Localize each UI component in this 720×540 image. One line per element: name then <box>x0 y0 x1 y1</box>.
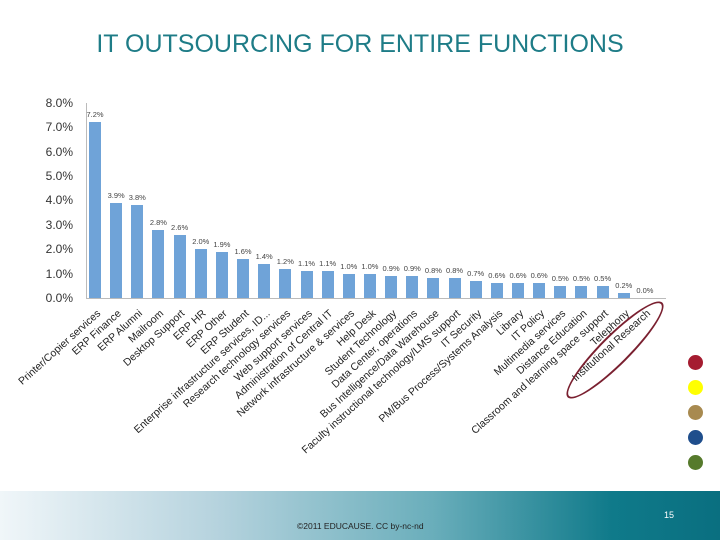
color-dot <box>688 430 703 445</box>
value-label: 0.5% <box>594 273 612 283</box>
category-label: Printer/Copier services <box>16 307 104 388</box>
value-label: 0.6% <box>530 271 548 281</box>
page-number: 15 <box>664 510 675 520</box>
bar <box>110 202 123 298</box>
bar <box>406 276 419 298</box>
value-label: 0.2% <box>615 281 633 291</box>
y-tick-label: 2.0% <box>45 242 73 257</box>
copyright-text: ©2011 EDUCAUSE. CC by-nc-nd <box>297 521 424 531</box>
value-label: 7.2% <box>86 110 104 120</box>
bar <box>279 268 292 298</box>
bar <box>490 283 503 298</box>
value-label: 0.0% <box>636 286 654 295</box>
value-label: 1.0% <box>361 261 379 271</box>
bar <box>575 285 588 298</box>
y-tick-label: 5.0% <box>45 169 73 183</box>
bar <box>258 263 271 298</box>
bar <box>89 122 101 298</box>
value-label: 3.9% <box>107 190 125 200</box>
color-dot <box>688 455 703 470</box>
bar <box>173 234 186 298</box>
bar <box>448 278 461 298</box>
bar <box>131 205 144 298</box>
bar <box>385 276 398 298</box>
value-label: 0.8% <box>445 266 464 276</box>
value-label: 1.9% <box>213 239 231 249</box>
bar-chart: 0.0% 1.0% 2.0% 3.0% 4.0% 5.0% 6.0% 7.0% 8.0% 7.2%… <box>16 95 666 456</box>
y-tick-label: 1.0% <box>45 266 73 281</box>
value-label: 1.1% <box>297 259 316 269</box>
value-label: 0.9% <box>382 264 400 274</box>
y-tick-label: 6.0% <box>45 144 73 159</box>
y-tick-label: 4.0% <box>45 193 73 208</box>
value-label: 2.0% <box>192 237 210 247</box>
color-dot <box>688 380 703 395</box>
color-dots <box>688 355 703 480</box>
value-label: 0.7% <box>467 268 485 278</box>
bar <box>617 293 630 298</box>
value-label: 0.9% <box>403 264 421 274</box>
value-label: 2.8% <box>149 217 167 227</box>
value-label: 0.5% <box>572 273 590 283</box>
color-dot <box>688 355 703 370</box>
value-label: 0.5% <box>551 273 569 283</box>
x-axis <box>86 298 666 299</box>
footer-band <box>0 491 720 540</box>
bar <box>533 283 546 298</box>
bar <box>300 271 313 298</box>
bar <box>512 283 524 298</box>
bar <box>427 278 440 298</box>
y-tick-label: 0.0% <box>45 291 73 305</box>
y-tick-label: 7.0% <box>45 120 73 135</box>
bar <box>215 251 228 298</box>
y-axis <box>86 103 87 299</box>
value-label: 0.6% <box>509 271 527 281</box>
slide-title: IT OUTSOURCING FOR ENTIRE FUNCTIONS <box>96 30 624 58</box>
bar <box>194 249 207 298</box>
value-label: 1.0% <box>340 261 358 271</box>
value-label: 1.1% <box>319 259 337 269</box>
value-label: 1.4% <box>255 251 273 261</box>
bar <box>596 285 609 298</box>
value-label: 1.2% <box>276 256 294 266</box>
value-label: 3.8% <box>128 193 146 203</box>
bar <box>469 280 482 298</box>
value-label: 1.6% <box>234 246 252 256</box>
value-label: 0.6% <box>488 271 506 281</box>
bar <box>554 285 567 298</box>
color-dot <box>688 405 703 420</box>
bar <box>152 229 165 298</box>
y-tick-label: 8.0% <box>45 95 73 110</box>
value-label: 2.6% <box>171 222 189 232</box>
value-label: 0.8% <box>424 266 442 276</box>
bar <box>363 273 376 298</box>
bar <box>237 258 250 298</box>
y-tick-label: 3.0% <box>45 217 73 232</box>
bar <box>321 271 334 298</box>
bar <box>342 273 355 298</box>
